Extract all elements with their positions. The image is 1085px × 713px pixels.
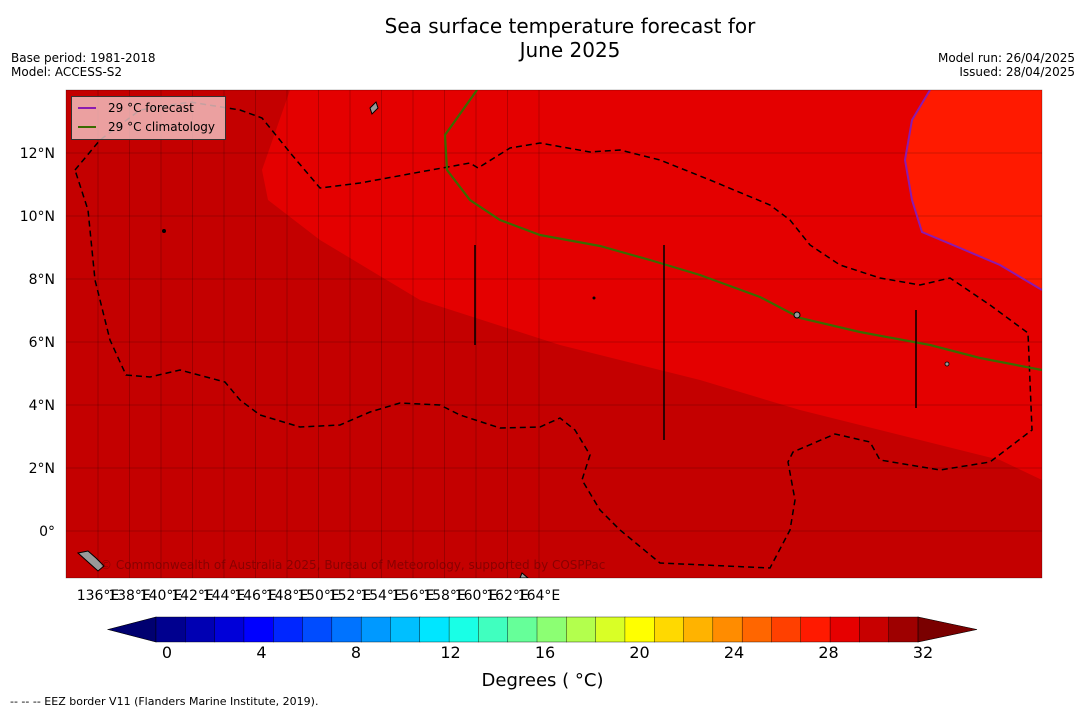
lon-tick-label: 136°E	[77, 588, 120, 604]
lon-tick-label: 146°E	[234, 588, 277, 604]
colorbar-tick-label: 0	[162, 643, 172, 662]
colorbar-swatch	[448, 616, 479, 643]
isoline-legend: 29 °C forecast 29 °C climatology	[71, 96, 226, 140]
colorbar-tick-label: 24	[724, 643, 744, 662]
warmer-zone	[262, 90, 1042, 480]
island	[369, 101, 379, 115]
colorbar-swatch	[829, 616, 860, 643]
graticule	[66, 90, 1042, 578]
lat-tick-label: 12°N	[20, 146, 55, 162]
lat-tick-label: 6°N	[29, 335, 55, 351]
colorbar-swatch	[360, 616, 391, 643]
lon-tick-label: 142°E	[171, 588, 214, 604]
eez-border	[74, 101, 1033, 569]
colorbar-swatch	[243, 616, 274, 643]
colorbar-swatch	[419, 616, 450, 643]
legend-item-climatology: 29 °C climatology	[78, 119, 215, 135]
colorbar-swatch	[390, 616, 421, 643]
colorbar-high-extend	[917, 616, 978, 643]
colorbar-swatch	[214, 616, 245, 643]
eez-footnote: -- -- -- EEZ border V11 (Flanders Marine…	[10, 695, 319, 708]
colorbar-swatch	[859, 616, 890, 643]
title-line-2: June 2025	[519, 38, 621, 62]
legend-item-forecast: 29 °C forecast	[78, 100, 194, 116]
colorbar-swatch	[507, 616, 538, 643]
legend-forecast-label: 29 °C forecast	[108, 101, 194, 115]
colorbar-low-extend	[106, 616, 157, 643]
colorbar-label: Degrees ( °C)	[481, 670, 604, 691]
colorbar	[106, 616, 978, 643]
lon-tick-label: 160°E	[455, 588, 498, 604]
colorbar-swatch	[595, 616, 626, 643]
colorbar-swatch	[566, 616, 597, 643]
longitude-labels: 136°E138°E140°E142°E144°E146°E148°E150°E…	[77, 588, 561, 604]
colorbar-swatch	[654, 616, 685, 643]
colorbar-swatch	[273, 616, 304, 643]
lat-tick-label: 8°N	[29, 272, 55, 288]
lon-tick-label: 140°E	[140, 588, 183, 604]
lon-tick-label: 138°E	[108, 588, 151, 604]
model-run: Model run: 26/04/2025	[937, 51, 1075, 65]
lon-tick-label: 164°E	[518, 588, 561, 604]
colorbar-tick-label: 4	[256, 643, 266, 662]
colorbar-ticks: 0 4 8 12 16 20 24 28 32	[162, 643, 933, 662]
lat-tick-label: 4°N	[29, 398, 55, 414]
title-line-1: Sea surface temperature forecast for	[384, 14, 756, 38]
colorbar-swatch	[624, 616, 655, 643]
colorbar-swatch	[302, 616, 333, 643]
model-name: Model: ACCESS-S2	[11, 65, 123, 79]
colorbar-tick-label: 32	[913, 643, 933, 662]
island	[944, 361, 950, 367]
forecast-isoline	[903, 90, 1042, 291]
lat-tick-label: 2°N	[29, 461, 55, 477]
island	[519, 572, 529, 578]
base-period: Base period: 1981-2018	[11, 51, 156, 65]
island	[793, 311, 801, 319]
meta-right: Model run: 26/04/2025 Issued: 28/04/2025	[938, 51, 1075, 79]
climatology-isoline	[443, 90, 1042, 372]
colorbar-tick-label: 28	[818, 643, 838, 662]
forecast-swatch	[78, 107, 96, 109]
colorbar-swatch	[683, 616, 714, 643]
lon-tick-label: 152°E	[329, 588, 372, 604]
climatology-swatch	[78, 126, 96, 128]
colorbar-swatch	[712, 616, 743, 643]
colorbar-tick-label: 16	[535, 643, 555, 662]
meta-left: Base period: 1981-2018 Model: ACCESS-S2	[11, 51, 156, 79]
lon-tick-label: 154°E	[360, 588, 403, 604]
island	[162, 229, 166, 233]
new-guinea-coast	[76, 550, 105, 572]
colorbar-swatch	[800, 616, 831, 643]
copyright-notice: © Commonwealth of Australia 2025, Bureau…	[100, 558, 606, 572]
lon-tick-label: 144°E	[203, 588, 246, 604]
lon-tick-label: 150°E	[297, 588, 340, 604]
issued-date: Issued: 28/04/2025	[959, 65, 1075, 79]
colorbar-swatch	[185, 616, 216, 643]
colorbar-swatch	[536, 616, 567, 643]
colorbar-swatch	[741, 616, 772, 643]
colorbar-tick-label: 8	[351, 643, 361, 662]
colorbar-swatch	[888, 616, 919, 643]
legend-climatology-label: 29 °C climatology	[108, 120, 216, 134]
colorbar-tick-label: 12	[440, 643, 460, 662]
colorbar-swatch	[331, 616, 362, 643]
lon-tick-label: 158°E	[423, 588, 466, 604]
hottest-zone	[905, 90, 1042, 290]
colorbar-swatch	[771, 616, 802, 643]
lat-tick-label: 10°N	[20, 209, 55, 225]
latitude-labels: 12°N 10°N 8°N 6°N 4°N 2°N 0°	[20, 146, 55, 540]
lon-tick-label: 162°E	[486, 588, 529, 604]
chart-title: Sea surface temperature forecast for Jun…	[270, 14, 870, 62]
island	[592, 296, 596, 300]
colorbar-swatch	[155, 616, 186, 643]
lon-tick-label: 156°E	[392, 588, 435, 604]
colorbar-swatch	[478, 616, 509, 643]
lat-tick-label: 0°	[39, 524, 55, 540]
colorbar-tick-label: 20	[629, 643, 649, 662]
lon-tick-label: 148°E	[266, 588, 309, 604]
